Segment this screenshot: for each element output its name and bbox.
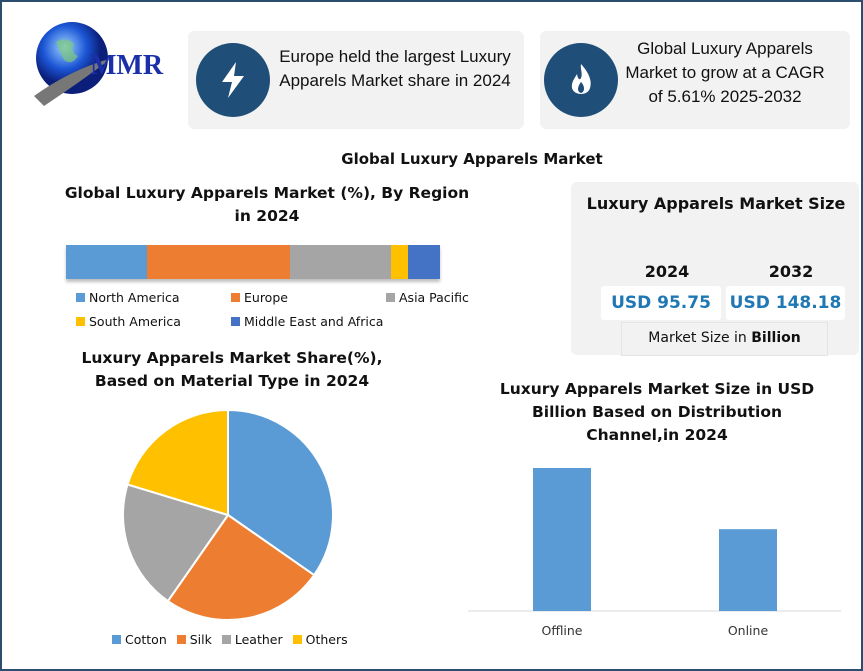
legend-item: Europe [231, 290, 288, 305]
legend-label: Middle East and Africa [244, 314, 384, 329]
x-tick-label: Offline [541, 623, 582, 638]
legend-swatch [76, 293, 85, 302]
legend-label: Cotton [125, 632, 167, 647]
bar-offline [533, 468, 591, 611]
legend-label: North America [89, 290, 180, 305]
legend-swatch [231, 317, 240, 326]
legend-label: Silk [189, 632, 212, 647]
flame-icon [544, 43, 618, 117]
bar-segment-asia-pacific [290, 245, 391, 279]
legend-swatch [112, 635, 121, 644]
legend-swatch [221, 635, 231, 644]
highlight-text: Global Luxury Apparels Market to grow at… [625, 39, 825, 106]
main-title: Global Luxury Apparels Market [341, 150, 603, 168]
channel-bar-chart: Offline Online [468, 468, 841, 638]
legend-swatch [76, 317, 85, 326]
highlight-card-europe: Europe held the largest Luxury Apparels … [188, 31, 524, 129]
material-chart-title: Luxury Apparels Market Share(%), Based o… [81, 349, 383, 390]
legend-label: Asia Pacific [399, 290, 469, 305]
bar-segment-south-america [390, 245, 408, 279]
market-size-unit: Market Size in Billion [621, 322, 828, 356]
logo-text: MMR [90, 50, 164, 81]
legend-swatch [231, 293, 240, 302]
region-chart-title: Global Luxury Apparels Market (%), By Re… [64, 184, 470, 225]
legend-item: North America [76, 290, 180, 305]
highlight-text: Europe held the largest Luxury Apparels … [279, 47, 511, 90]
pie-slice-leather [122, 483, 230, 603]
value-2032: USD 148.18 [726, 286, 845, 320]
legend-item: Middle East and Africa [231, 314, 383, 329]
pie-slice-silk [166, 513, 316, 621]
region-stacked-bar [66, 245, 440, 279]
year-2024: 2024 [644, 262, 690, 281]
unit-bold: Billion [751, 330, 801, 346]
material-legend: Cotton Silk Leather Others [112, 632, 372, 647]
legend-item: Asia Pacific [386, 290, 469, 305]
region-legend: North America Europe Asia Pacific South Ame… [76, 290, 476, 334]
legend-label: South America [89, 314, 181, 329]
lightning-icon [196, 43, 270, 117]
legend-item: Silk [176, 632, 212, 647]
legend-label: Others [305, 632, 348, 647]
material-pie-chart [122, 408, 334, 621]
legend-item: South America [76, 314, 181, 329]
legend-item: Cotton [112, 632, 167, 647]
market-size-card: Luxury Apparels Market Size 2024 2032 US… [571, 182, 859, 356]
value-2024: USD 95.75 [601, 286, 721, 320]
pie-slice-others [126, 408, 229, 517]
year-2032: 2032 [768, 262, 814, 281]
bar-segment-europe [147, 245, 291, 279]
legend-swatch [386, 293, 395, 302]
legend-item: Others [292, 632, 348, 647]
legend-swatch [292, 635, 302, 644]
mmr-logo: MMR [30, 20, 180, 110]
legend-swatch [176, 635, 186, 644]
legend-item: Leather [221, 632, 283, 647]
x-tick-label: Online [728, 623, 769, 638]
pie-slice-cotton [227, 408, 334, 577]
globe-icon [34, 22, 112, 106]
bar-segment-middle-east-and-africa [407, 245, 440, 279]
legend-label: Leather [234, 632, 283, 647]
bar-online [719, 529, 777, 611]
channel-chart-title: Luxury Apparels Market Size in USD Billi… [499, 380, 815, 444]
bar-segment-north-america [66, 245, 148, 279]
highlight-card-cagr: Global Luxury Apparels Market to grow at… [540, 31, 850, 129]
unit-prefix: Market Size in [648, 330, 752, 346]
market-size-title: Luxury Apparels Market Size [586, 194, 846, 213]
legend-label: Europe [244, 290, 288, 305]
